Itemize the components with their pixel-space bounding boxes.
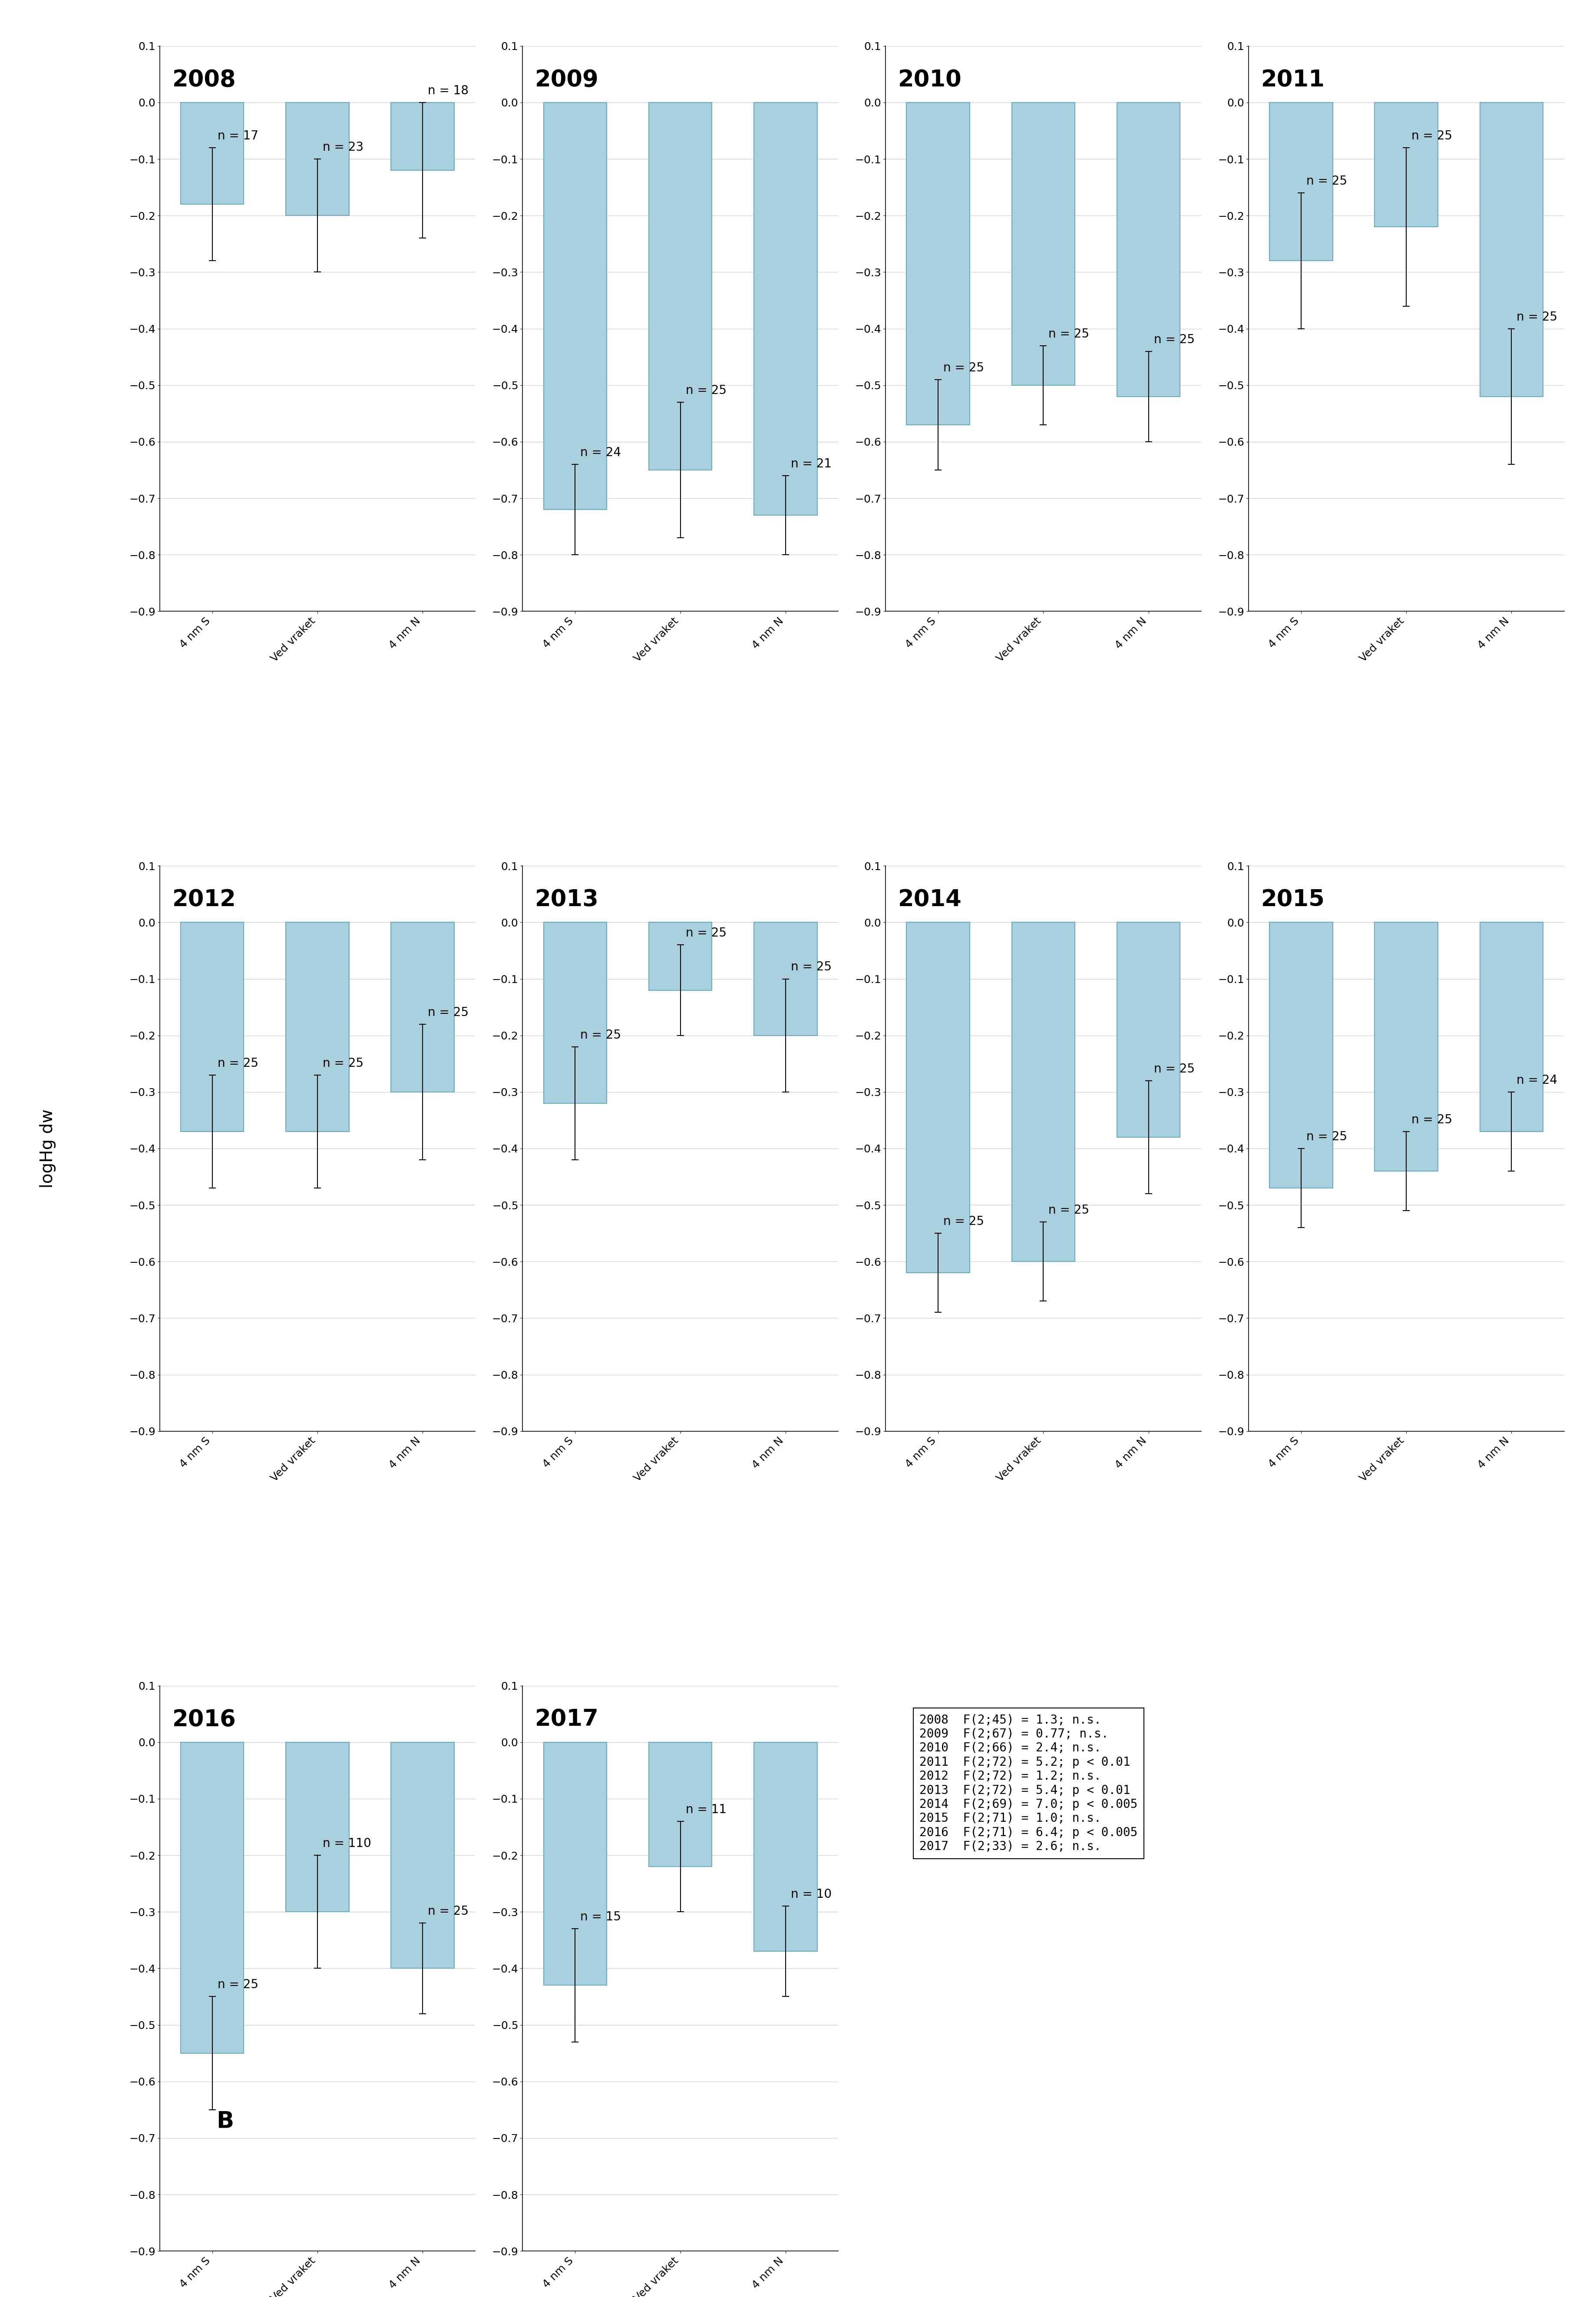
Bar [650, 1741, 712, 1867]
Text: n = 25: n = 25 [1307, 175, 1347, 188]
Text: n = 10: n = 10 [792, 1888, 832, 1900]
Text: B: B [217, 2109, 235, 2132]
Bar [544, 103, 606, 510]
Text: n = 17: n = 17 [217, 131, 259, 142]
Text: 2017: 2017 [535, 1709, 598, 1732]
Text: n = 25: n = 25 [1411, 1114, 1452, 1126]
Bar [753, 1741, 817, 1952]
Bar [1269, 923, 1333, 1188]
Bar [1269, 103, 1333, 262]
Bar [907, 103, 970, 425]
Bar [286, 1741, 350, 1911]
Text: 2008  F(2;45) = 1.3; n.s.
2009  F(2;67) = 0.77; n.s.
2010  F(2;66) = 2.4; n.s.
2: 2008 F(2;45) = 1.3; n.s. 2009 F(2;67) = … [919, 1714, 1138, 1854]
Bar [1012, 103, 1074, 386]
Text: n = 15: n = 15 [581, 1911, 621, 1923]
Text: 2016: 2016 [172, 1709, 236, 1732]
Text: 2010: 2010 [899, 69, 962, 92]
Text: n = 25: n = 25 [792, 960, 832, 974]
Bar [753, 923, 817, 1036]
Text: n = 21: n = 21 [792, 457, 832, 471]
Bar [180, 103, 244, 204]
Text: n = 25: n = 25 [1307, 1130, 1347, 1144]
Text: n = 25: n = 25 [581, 1029, 621, 1041]
Text: 2009: 2009 [535, 69, 598, 92]
Text: n = 25: n = 25 [1154, 333, 1194, 345]
Text: n = 24: n = 24 [581, 446, 621, 459]
Text: n = 11: n = 11 [686, 1803, 726, 1815]
Text: n = 25: n = 25 [428, 1006, 469, 1018]
Bar [1479, 103, 1543, 397]
Text: 2014: 2014 [899, 889, 962, 912]
Text: n = 25: n = 25 [428, 1904, 469, 1918]
Bar [391, 103, 455, 170]
Text: n = 25: n = 25 [1411, 131, 1452, 142]
Text: n = 25: n = 25 [943, 361, 985, 374]
Bar [650, 103, 712, 471]
Text: 2011: 2011 [1261, 69, 1325, 92]
Text: n = 25: n = 25 [1049, 1204, 1090, 1217]
Bar [286, 103, 350, 216]
Bar [180, 923, 244, 1132]
Bar [1374, 103, 1438, 227]
Bar [753, 103, 817, 515]
Text: n = 25: n = 25 [686, 384, 726, 397]
Bar [544, 1741, 606, 1985]
Bar [1117, 103, 1179, 397]
Bar [1374, 923, 1438, 1171]
Text: 2015: 2015 [1261, 889, 1325, 912]
Text: n = 25: n = 25 [1049, 328, 1090, 340]
Text: logHg dw: logHg dw [40, 1109, 56, 1188]
Bar [391, 923, 455, 1091]
Text: n = 25: n = 25 [943, 1215, 985, 1227]
Bar [286, 923, 350, 1132]
Text: n = 25: n = 25 [322, 1057, 364, 1070]
Bar [391, 1741, 455, 1969]
Text: n = 18: n = 18 [428, 85, 469, 96]
Text: n = 25: n = 25 [686, 928, 726, 939]
Text: n = 25: n = 25 [1154, 1064, 1194, 1075]
Text: n = 25: n = 25 [1516, 310, 1558, 324]
Text: n = 110: n = 110 [322, 1838, 372, 1849]
Bar [544, 923, 606, 1103]
Text: n = 25: n = 25 [217, 1978, 259, 1991]
Bar [1479, 923, 1543, 1132]
Text: n = 24: n = 24 [1516, 1075, 1558, 1086]
Bar [1117, 923, 1179, 1137]
Bar [1012, 923, 1074, 1261]
Text: 2013: 2013 [535, 889, 598, 912]
Text: n = 25: n = 25 [217, 1057, 259, 1070]
Text: 2012: 2012 [172, 889, 236, 912]
Bar [180, 1741, 244, 2054]
Bar [650, 923, 712, 990]
Text: n = 23: n = 23 [322, 140, 364, 154]
Bar [907, 923, 970, 1273]
Text: 2008: 2008 [172, 69, 236, 92]
